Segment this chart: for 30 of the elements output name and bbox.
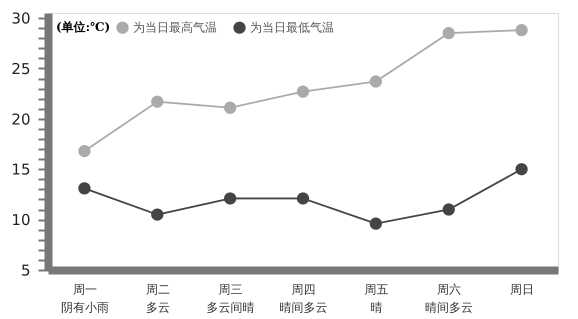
point — [151, 208, 164, 221]
y-tick-label: 20 — [11, 110, 30, 128]
point — [151, 96, 164, 108]
point — [296, 192, 310, 205]
y-tick-label: 15 — [11, 160, 30, 179]
point — [442, 27, 455, 40]
x-tick-label: 周一阴有小雨 — [60, 282, 109, 314]
y-tick-label: 10 — [11, 211, 30, 230]
point — [224, 102, 236, 114]
x-tick-label: 周日 — [510, 282, 534, 296]
x-tick-label: 周二多云 — [146, 282, 170, 314]
legend-label: 为当日最高气温 — [133, 20, 217, 35]
point — [296, 86, 310, 98]
x-tick-label: 周三多云间晴 — [206, 282, 255, 314]
x-tick-label: 周五晴 — [364, 282, 388, 314]
y-tick-label: 25 — [11, 60, 30, 78]
point — [224, 192, 236, 205]
legend-title: (单位:℃) — [56, 20, 110, 34]
point — [370, 75, 382, 88]
y-tick-label: 30 — [11, 10, 30, 28]
point — [78, 182, 91, 194]
point — [515, 163, 528, 176]
point — [515, 24, 528, 36]
y-tick-label: 5 — [20, 262, 30, 280]
point — [370, 218, 382, 230]
point — [442, 203, 455, 216]
x-tick-label: 周六晴间多云 — [425, 282, 474, 314]
x-tick-label: 周四晴间多云 — [280, 282, 328, 314]
point — [78, 144, 91, 158]
legend-label: 为当日最低气温 — [250, 20, 334, 35]
